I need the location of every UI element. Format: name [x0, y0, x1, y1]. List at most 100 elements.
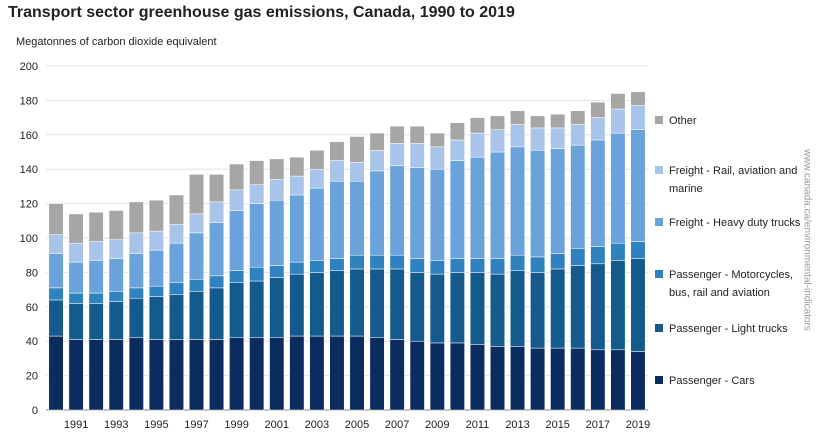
- bar-segment: [88, 241, 104, 261]
- bar-segment: [610, 132, 626, 244]
- bar-segment: [88, 339, 104, 411]
- bar-segment: [309, 168, 325, 189]
- bar-stack: [469, 117, 485, 411]
- bar-segment: [249, 203, 265, 268]
- bar-segment: [209, 275, 225, 289]
- bar-segment: [108, 301, 124, 340]
- bar-segment: [148, 199, 164, 232]
- x-tick-label: 2019: [626, 419, 650, 431]
- bar-stack: [229, 163, 245, 411]
- legend-label: Passenger - Cars: [669, 375, 755, 387]
- bar-segment: [249, 184, 265, 204]
- bar-segment: [469, 272, 485, 345]
- bar-segment: [510, 124, 526, 148]
- bar-segment: [530, 347, 546, 411]
- bar-segment: [550, 253, 566, 270]
- bar-segment: [630, 129, 646, 242]
- legend-item: Passenger - Light trucks: [655, 320, 805, 338]
- bar-segment: [329, 335, 345, 411]
- bar-segment: [48, 203, 64, 235]
- bar-segment: [409, 340, 425, 411]
- bar-segment: [369, 150, 385, 172]
- bar-segment: [550, 347, 566, 411]
- bar-stack: [48, 203, 64, 411]
- bar-segment: [530, 256, 546, 273]
- y-axis-label: Megatonnes of carbon dioxide equivalent: [16, 36, 217, 48]
- bar-segment: [389, 165, 405, 256]
- bar-segment: [510, 110, 526, 125]
- bar-segment: [168, 223, 184, 244]
- bar-segment: [148, 339, 164, 411]
- bar-segment: [570, 248, 586, 266]
- y-tick-label: 180: [20, 95, 38, 107]
- bar-segment: [309, 272, 325, 337]
- x-tick-label: 2001: [265, 419, 289, 431]
- bar-stack: [148, 199, 164, 411]
- bar-segment: [369, 132, 385, 151]
- bar-segment: [590, 349, 606, 411]
- legend-label: Other: [669, 115, 697, 127]
- bar-stack: [429, 132, 445, 411]
- bar-segment: [570, 265, 586, 349]
- bar-segment: [349, 268, 365, 337]
- bar-segment: [530, 272, 546, 349]
- bar-segment: [209, 287, 225, 340]
- bar-segment: [630, 258, 646, 352]
- bar-segment: [429, 260, 445, 275]
- bar-segment: [189, 339, 204, 411]
- bar-segment: [189, 279, 204, 292]
- x-tick-label: 1999: [224, 419, 248, 431]
- legend-label: Passenger - Light trucks: [669, 323, 788, 335]
- bar-stack: [289, 156, 305, 411]
- bar-segment: [429, 342, 445, 411]
- bar-segment: [389, 254, 405, 270]
- bar-segment: [189, 291, 204, 340]
- bar-segment: [128, 337, 144, 411]
- bar-segment: [269, 179, 285, 201]
- bar-segment: [590, 117, 606, 141]
- bar-segment: [349, 180, 365, 256]
- bar-segment: [409, 272, 425, 342]
- bar-stack: [88, 211, 104, 411]
- bar-segment: [148, 230, 164, 251]
- y-tick-label: 120: [20, 199, 38, 211]
- bar-segment: [610, 108, 626, 134]
- chart-title: Transport sector greenhouse gas emission…: [8, 4, 515, 21]
- bar-stack: [449, 122, 465, 411]
- legend-label: Passenger - Motorcycles, bus, rail and a…: [669, 269, 794, 299]
- bar-stack: [329, 141, 345, 411]
- bar-segment: [128, 253, 144, 289]
- bar-segment: [209, 201, 225, 223]
- bar-segment: [309, 150, 325, 170]
- bar-segment: [289, 273, 305, 337]
- bar-segment: [389, 125, 405, 144]
- bar-segment: [189, 213, 204, 234]
- bar-segment: [550, 148, 566, 254]
- bar-segment: [630, 351, 646, 411]
- bar-segment: [349, 254, 365, 270]
- legend-label: Freight - Rail, aviation and marine: [669, 165, 798, 195]
- bar-segment: [590, 139, 606, 247]
- legend-item: Freight - Rail, aviation and marine: [655, 162, 805, 198]
- bar-segment: [550, 268, 566, 349]
- bar-segment: [530, 127, 546, 151]
- x-tick-label: 2013: [505, 419, 529, 431]
- bar-segment: [369, 337, 385, 411]
- bar-segment: [289, 194, 305, 263]
- stacked-bar-chart: 0 20 40 60 80 100 120 140 160 180 200 1991 1993 1995…: [20, 61, 651, 431]
- bar-stack: [68, 213, 84, 411]
- legend-swatch: [655, 376, 663, 384]
- x-tick-labels: 1991 1993 1995 1997 1999 2001 2003 2005 2007 2009…: [64, 419, 650, 431]
- x-tick-label: 2015: [545, 419, 569, 431]
- bar-stack: [490, 115, 505, 411]
- bar-segment: [429, 168, 445, 261]
- bar-segment: [409, 167, 425, 259]
- bar-segment: [168, 294, 184, 340]
- bar-segment: [429, 132, 445, 148]
- bar-segment: [590, 101, 606, 118]
- bar-segment: [369, 170, 385, 256]
- bar-segment: [469, 258, 485, 273]
- bar-segment: [610, 242, 626, 261]
- bar-segment: [329, 270, 345, 337]
- bar-segment: [209, 222, 225, 277]
